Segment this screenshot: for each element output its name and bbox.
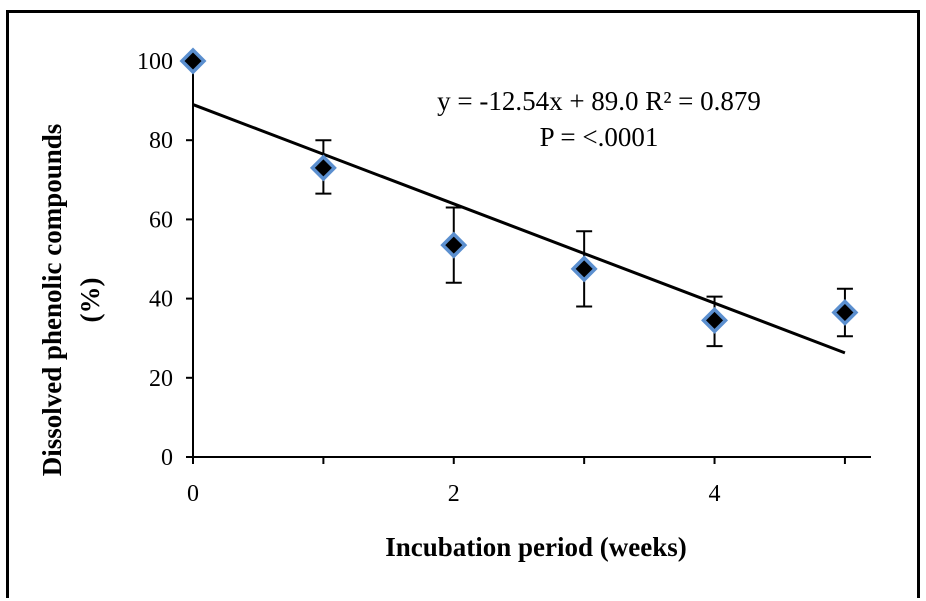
data-point-diamond: [179, 47, 207, 75]
x-tick-label: 2: [448, 481, 460, 507]
trendline: [192, 103, 846, 355]
data-point-diamond: [701, 306, 729, 334]
data-points: [179, 47, 859, 334]
y-tick-label: 40: [149, 287, 173, 313]
y-axis-title-line1: Dissolved phenolic compounds: [37, 124, 67, 477]
trendline-layer: [192, 103, 846, 355]
y-tick-label: 60: [149, 207, 173, 233]
error-bars: [315, 139, 853, 348]
y-tick-label: 100: [137, 49, 173, 75]
p-value: P = <.0001: [540, 122, 659, 152]
data-point-diamond: [831, 298, 859, 326]
scatter-chart: 0 20 40 60 80 100 0 2 4 y = -12.54x + 89.0 R² = …: [37, 47, 871, 562]
y-tick-label: 0: [161, 445, 173, 471]
axes: [186, 60, 871, 464]
tick-labels: 0 20 40 60 80 100 0 2 4: [137, 49, 721, 507]
data-point-diamond: [309, 154, 337, 182]
data-point-diamond: [440, 231, 468, 259]
y-axis-title-line2: (%): [75, 278, 105, 323]
y-tick-label: 20: [149, 366, 173, 392]
regression-equation: y = -12.54x + 89.0 R² = 0.879: [437, 86, 761, 116]
data-point-diamond: [570, 255, 598, 283]
y-tick-label: 80: [149, 128, 173, 154]
x-tick-label: 0: [187, 481, 199, 507]
x-tick-label: 4: [709, 481, 721, 507]
x-axis-title: Incubation period (weeks): [385, 532, 687, 562]
chart-frame: 0 20 40 60 80 100 0 2 4 y = -12.54x + 89.0 R² = …: [6, 10, 920, 598]
